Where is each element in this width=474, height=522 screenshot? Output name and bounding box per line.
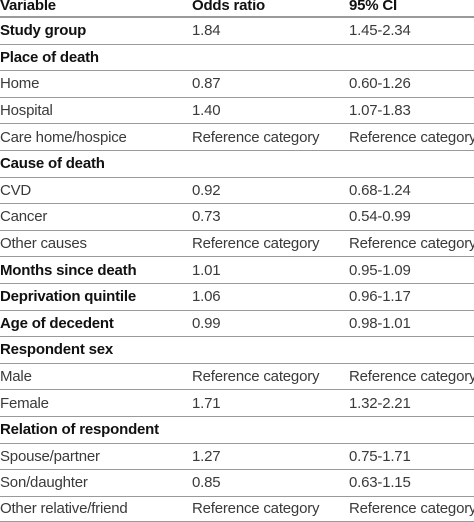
odds-ratio-cell: 0.92: [192, 181, 221, 199]
variable-cell: Care home/hospice: [0, 128, 127, 146]
variable-cell: Son/daughter: [0, 474, 88, 492]
odds-ratio-cell: 1.01: [192, 261, 221, 279]
variable-cell: Months since death: [0, 261, 137, 279]
table-row: Respondent sex: [0, 336, 474, 363]
ci-cell: 0.75-1.71: [349, 447, 411, 465]
variable-cell: Age of decedent: [0, 314, 114, 332]
table-row: Study group 1.84 1.45-2.34: [0, 17, 474, 44]
table-row: Spouse/partner 1.27 0.75-1.71: [0, 442, 474, 470]
variable-cell: Relation of respondent: [0, 421, 159, 439]
odds-ratio-cell: 0.85: [192, 474, 221, 492]
ci-cell: 0.96-1.17: [349, 288, 411, 306]
ci-cell: 0.54-0.99: [349, 208, 411, 226]
table-row: Months since death 1.01 0.95-1.09: [0, 256, 474, 283]
table-row: Relation of respondent: [0, 415, 474, 443]
ci-cell: 0.63-1.15: [349, 474, 411, 492]
table-row: CVD 0.92 0.68-1.24: [0, 176, 474, 204]
table-header-row: Variable Odds ratio 95% CI: [0, 0, 474, 17]
variable-cell: Spouse/partner: [0, 447, 100, 465]
table-row: Deprivation quintile 1.06 0.96-1.17: [0, 282, 474, 310]
table-row: Other causes Reference category Reference …: [0, 229, 474, 257]
variable-cell: Deprivation quintile: [0, 288, 137, 306]
ci-cell: 1.32-2.21: [349, 394, 411, 412]
variable-cell: Cause of death: [0, 155, 105, 173]
table-body: Study group 1.84 1.45-2.34 Place of death Ho…: [0, 17, 474, 522]
odds-ratio-cell: 1.27: [192, 447, 221, 465]
ci-cell: Reference category: [349, 128, 474, 146]
variable-cell: Hospital: [0, 102, 53, 120]
variable-cell: Respondent sex: [0, 341, 114, 359]
ci-cell: Reference category: [349, 500, 474, 518]
variable-cell: Other causes: [0, 235, 87, 253]
odds-ratio-cell: 0.99: [192, 314, 221, 332]
header-ci: 95% CI: [349, 0, 397, 14]
variable-cell: Other relative/friend: [0, 500, 128, 518]
table-row: Hospital 1.40 1.07-1.83: [0, 96, 474, 124]
variable-cell: Cancer: [0, 208, 48, 226]
table-row: Care home/hospice Reference category Refer…: [0, 123, 474, 150]
table-row: Age of decedent 0.99 0.98-1.01: [0, 309, 474, 337]
table-row: Son/daughter 0.85 0.63-1.15: [0, 469, 474, 496]
variable-cell: Place of death: [0, 48, 99, 66]
table-row: Other relative/friend Reference category R…: [0, 495, 474, 522]
ci-cell: 0.68-1.24: [349, 181, 411, 199]
odds-ratio-cell: Reference category: [192, 235, 320, 253]
odds-ratio-cell: 1.40: [192, 102, 221, 120]
variable-cell: Male: [0, 368, 32, 386]
variable-cell: Study group: [0, 22, 87, 40]
variable-cell: Home: [0, 75, 40, 93]
ci-cell: 1.07-1.83: [349, 102, 411, 120]
variable-cell: Female: [0, 394, 49, 412]
odds-ratio-cell: 0.87: [192, 75, 221, 93]
table-row: Home 0.87 0.60-1.26: [0, 70, 474, 97]
ci-cell: 1.45-2.34: [349, 22, 411, 40]
odds-ratio-cell: 1.06: [192, 288, 221, 306]
header-odds-ratio: Odds ratio: [192, 0, 266, 14]
ci-cell: Reference category: [349, 235, 474, 253]
table-row: Female 1.71 1.32-2.21: [0, 389, 474, 416]
odds-ratio-cell: Reference category: [192, 500, 320, 518]
table-row: Cause of death: [0, 149, 474, 177]
odds-ratio-cell: Reference category: [192, 128, 320, 146]
odds-ratio-cell: 1.71: [192, 394, 221, 412]
table-row: Cancer 0.73 0.54-0.99: [0, 203, 474, 230]
odds-ratio-cell: 0.73: [192, 208, 221, 226]
ci-cell: 0.60-1.26: [349, 75, 411, 93]
odds-ratio-cell: 1.84: [192, 22, 221, 40]
header-variable: Variable: [0, 0, 56, 14]
variable-cell: CVD: [0, 181, 32, 199]
ci-cell: Reference category: [349, 368, 474, 386]
ci-cell: 0.95-1.09: [349, 261, 411, 279]
ci-cell: 0.98-1.01: [349, 314, 411, 332]
table-row: Place of death: [0, 43, 474, 71]
table-row: Male Reference category Reference category: [0, 362, 474, 390]
odds-ratio-cell: Reference category: [192, 368, 320, 386]
